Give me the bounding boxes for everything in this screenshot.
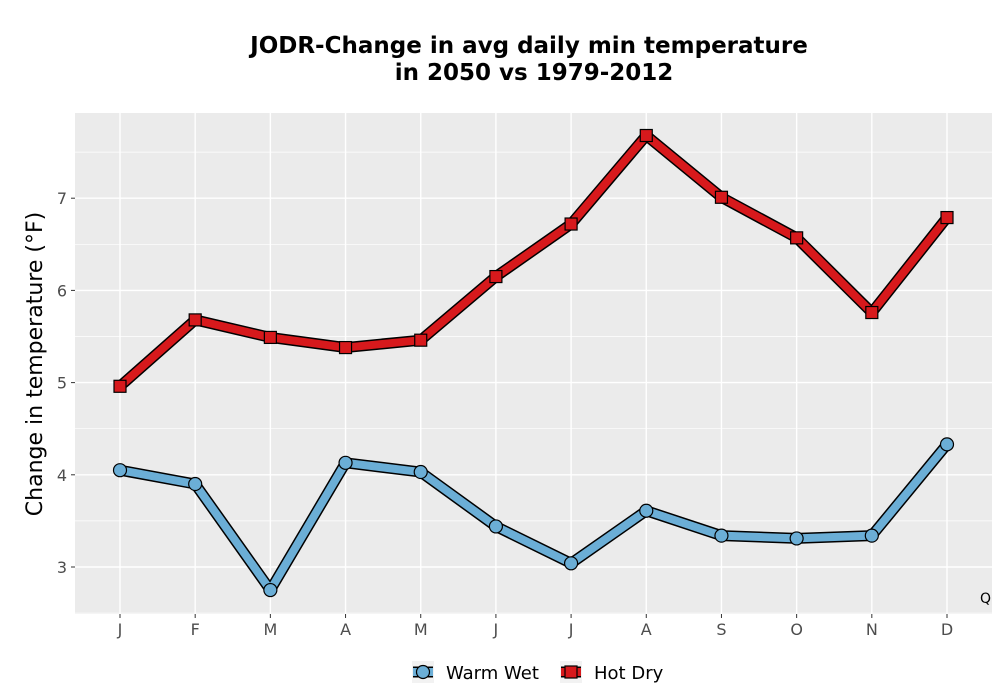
series-line [116,131,951,391]
data-point [639,128,653,143]
data-point [263,330,277,345]
data-point [864,528,879,543]
data-point [112,463,128,478]
data-point [714,190,729,204]
x-tick-label: A [641,620,652,639]
x-tick-label: A [340,620,351,639]
legend-label: Hot Dry [594,663,664,684]
data-point [338,340,353,355]
x-tick-label: M [263,620,277,639]
chart-title-line-2: in 2050 vs 1979-2012 [395,60,674,86]
data-point [263,582,278,598]
x-tick-label: J [568,620,574,639]
data-point [563,556,579,571]
x-tick-label: O [790,620,803,639]
data-point [489,269,503,284]
legend-key-marker [415,664,431,680]
chart-title-line-1: JODR-Change in avg daily min temperature [248,33,808,59]
x-tick-label: D [941,620,953,639]
axes: 3 4 5 6 7 J F M A M J J A S O N D [57,189,953,639]
data-point [790,231,804,245]
series-warm-wet [112,437,955,598]
data-point [338,455,353,470]
x-tick-label: M [414,620,428,639]
legend-label: Warm Wet [446,663,539,684]
x-tick-label: J [117,620,123,639]
y-tick-label: 3 [57,558,67,577]
y-tick-label: 6 [57,281,67,300]
series-layer [112,128,955,598]
y-tick-label: 7 [57,189,67,208]
legend-item: Hot Dry [560,661,664,684]
legend: Warm Wet Hot Dry [412,661,664,684]
y-tick-label: 5 [57,374,67,393]
data-point [413,464,428,480]
data-point [188,476,203,492]
legend-item: Warm Wet [412,661,539,684]
data-point [564,217,578,231]
y-axis-label: Change in temperature (°F) [23,212,48,516]
series-line [116,440,951,595]
data-point [639,503,654,518]
data-point [940,210,954,225]
data-point [865,305,879,320]
data-point [414,333,428,347]
data-point [488,519,504,534]
corner-label: Q [980,591,991,607]
data-point [789,531,804,546]
x-tick-label: N [866,620,878,639]
series-hot-dry [113,128,954,393]
y-tick-label: 4 [57,466,67,485]
x-tick-label: S [716,620,726,639]
data-point [188,313,202,327]
x-tick-label: F [191,620,200,639]
legend-key-marker [564,665,578,679]
data-point [939,437,955,452]
data-point [714,528,729,543]
x-tick-label: J [493,620,499,639]
data-point [113,379,127,393]
